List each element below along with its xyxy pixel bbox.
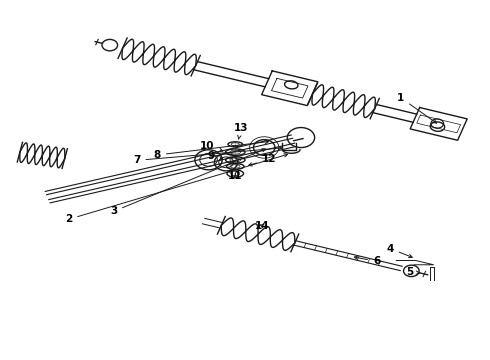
Text: 12: 12	[249, 154, 276, 166]
Text: 7: 7	[133, 147, 282, 165]
Text: 8: 8	[154, 140, 269, 160]
Text: 13: 13	[234, 123, 248, 139]
Text: 2: 2	[65, 154, 288, 224]
Text: 14: 14	[255, 221, 270, 231]
Text: 11: 11	[228, 171, 243, 181]
Text: 6: 6	[354, 256, 380, 266]
Text: 1: 1	[397, 93, 437, 123]
Text: 9: 9	[208, 152, 223, 161]
Text: 4: 4	[387, 244, 412, 258]
Text: 3: 3	[110, 149, 266, 216]
Text: 5: 5	[406, 267, 419, 277]
Text: 10: 10	[200, 141, 223, 152]
